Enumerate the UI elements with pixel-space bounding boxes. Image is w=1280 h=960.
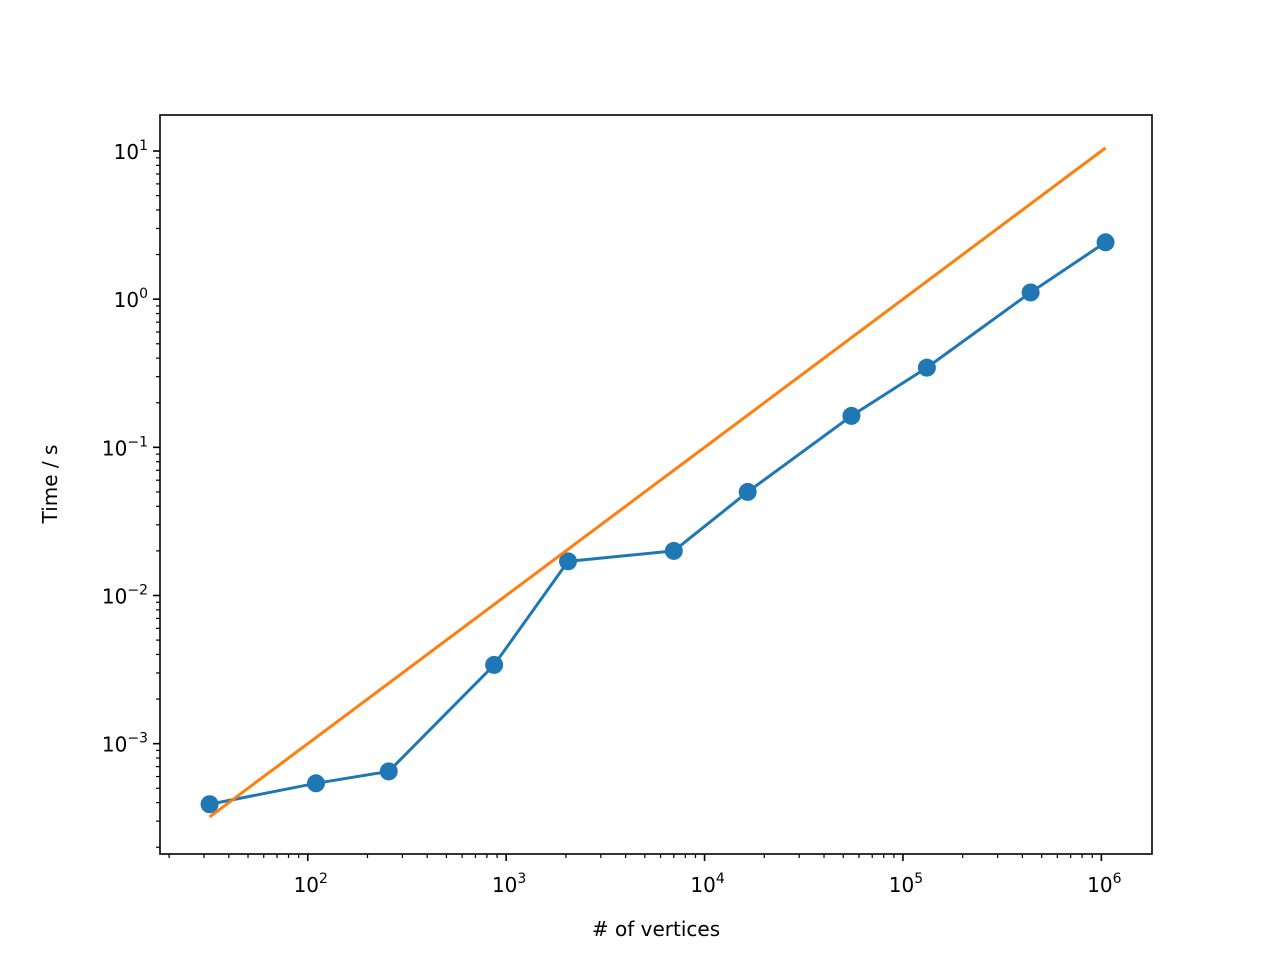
tick-label-exponent: −1 [127, 434, 148, 450]
tick-label-exponent: 3 [517, 871, 526, 887]
tick-label-base: 10 [1087, 873, 1112, 897]
y-tick-label: 101 [114, 138, 148, 164]
x-tick-label: 103 [492, 871, 526, 897]
x-tick-label: 105 [889, 871, 923, 897]
tick-label-exponent: 1 [139, 138, 148, 154]
tick-label-exponent: −2 [127, 582, 148, 598]
tick-label-base: 10 [492, 873, 517, 897]
x-tick-label: 104 [690, 871, 724, 897]
series-layer [200, 146, 1115, 819]
series-1-point [917, 358, 936, 377]
y-tick-label: 100 [114, 286, 148, 312]
y-tick-label: 10−2 [102, 582, 148, 608]
series-1-point [200, 795, 219, 814]
series-1-point [485, 655, 504, 674]
tick-label-base: 10 [102, 436, 127, 460]
tick-label-exponent: 5 [914, 871, 923, 887]
tick-label-exponent: 0 [139, 286, 148, 302]
plot-frame [159, 114, 1153, 855]
series-1-point [306, 774, 325, 793]
x-axis-label: # of vertices [592, 917, 720, 941]
x-tick-label: 102 [294, 871, 328, 897]
series-1-point [738, 482, 757, 501]
x-tick-label: 106 [1087, 871, 1121, 897]
tick-label-base: 10 [889, 873, 914, 897]
tick-label-base: 10 [102, 733, 127, 757]
tick-label-exponent: −3 [127, 731, 148, 747]
series-1-point [559, 552, 578, 571]
tick-label-base: 10 [114, 288, 139, 312]
series-1-point [664, 541, 683, 560]
tick-label-base: 10 [294, 873, 319, 897]
tick-label-exponent: 2 [319, 871, 328, 887]
tick-label-base: 10 [114, 140, 139, 164]
series-1-point [1021, 283, 1040, 302]
series-1-point [1096, 233, 1115, 252]
tick-label-base: 10 [102, 584, 127, 608]
y-tick-label: 10−1 [102, 434, 148, 460]
series-1-point [842, 406, 861, 425]
tick-label-base: 10 [690, 873, 715, 897]
y-axis-label: Time / s [38, 445, 62, 525]
tick-label-exponent: 6 [1113, 871, 1122, 887]
x-axis: 102 103 104 105 106 [168, 854, 1122, 897]
series-1-point [379, 762, 398, 781]
tick-label-exponent: 4 [716, 871, 725, 887]
y-tick-label: 10−3 [102, 731, 148, 757]
series-2-line [208, 146, 1107, 819]
